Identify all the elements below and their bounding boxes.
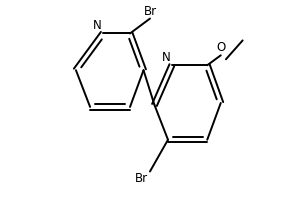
- Text: O: O: [216, 41, 225, 54]
- Text: Br: Br: [135, 173, 148, 185]
- Text: N: N: [93, 19, 102, 32]
- Text: N: N: [162, 51, 171, 64]
- Text: Br: Br: [143, 5, 157, 18]
